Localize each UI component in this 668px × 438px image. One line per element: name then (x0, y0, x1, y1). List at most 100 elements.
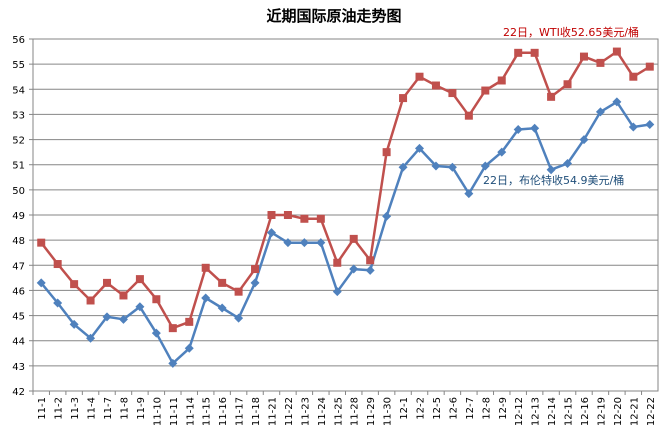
data-point-square (415, 72, 424, 81)
x-tick-label: 11-22 (284, 397, 295, 426)
data-point-square (563, 80, 572, 89)
data-point-diamond (513, 125, 523, 135)
y-tick-label: 56 (12, 35, 25, 46)
x-tick-label: 12-19 (596, 397, 607, 426)
data-point-diamond (464, 189, 474, 199)
x-tick-label: 12-6 (448, 397, 459, 420)
data-point-square (596, 58, 605, 67)
x-tick-label: 12-21 (629, 397, 640, 426)
series-markers (36, 47, 655, 368)
data-point-diamond (201, 293, 211, 303)
data-point-square (448, 89, 457, 98)
data-point-square (579, 52, 588, 61)
y-tick-label: 52 (12, 136, 25, 147)
data-point-diamond (628, 122, 638, 132)
data-point-square (267, 211, 276, 219)
data-point-diamond (299, 238, 309, 248)
data-point-diamond (266, 228, 276, 238)
data-point-diamond (595, 107, 605, 117)
x-tick-label: 12-22 (646, 397, 657, 426)
y-tick-label: 51 (12, 161, 25, 172)
data-point-square (168, 324, 177, 333)
data-point-diamond (316, 238, 326, 248)
y-tick-label: 55 (12, 60, 25, 71)
x-tick-label: 11-28 (350, 397, 361, 426)
x-tick-label: 12-5 (432, 397, 443, 420)
y-tick-label: 42 (12, 387, 25, 398)
data-point-square (645, 62, 654, 71)
data-point-diamond (217, 303, 227, 313)
data-point-square (629, 72, 638, 81)
y-tick-label: 47 (12, 261, 25, 272)
data-point-diamond (497, 147, 507, 157)
x-tick-label: 12-8 (481, 397, 492, 420)
x-tick-label: 11-16 (218, 397, 229, 426)
y-tick-label: 43 (12, 362, 25, 373)
data-point-square (464, 111, 473, 120)
data-point-diamond (184, 343, 194, 353)
data-point-diamond (480, 161, 490, 171)
data-point-diamond (53, 298, 63, 308)
y-tick-label: 54 (12, 85, 25, 96)
data-point-square (547, 92, 556, 101)
x-tick-label: 12-13 (531, 397, 542, 426)
data-point-square (119, 291, 128, 300)
x-tick-label: 12-7 (465, 397, 476, 420)
data-point-square (349, 234, 358, 243)
x-tick-label: 11-25 (333, 397, 344, 426)
x-tick-label: 12-1 (399, 397, 410, 420)
data-point-diamond (168, 358, 178, 368)
series-line-2 (40, 100, 650, 365)
y-tick-label: 53 (12, 110, 25, 121)
x-tick-label: 12-15 (564, 397, 575, 426)
data-point-diamond (431, 161, 441, 171)
data-point-square (251, 265, 260, 274)
data-point-diamond (250, 278, 260, 288)
data-point-diamond (563, 158, 573, 168)
data-point-square (514, 48, 523, 57)
data-point-square (481, 86, 490, 95)
gridlines (33, 63, 658, 367)
x-tick-label: 11-11 (169, 397, 180, 426)
data-point-square (37, 238, 46, 247)
data-point-square (103, 278, 112, 287)
data-point-diamond (398, 162, 408, 172)
data-point-diamond (447, 162, 457, 172)
x-tick-label: 12-20 (613, 397, 624, 426)
x-tick-label: 11-29 (366, 397, 377, 426)
x-tick-label: 11-9 (136, 397, 147, 420)
data-point-square (399, 94, 408, 103)
data-point-diamond (69, 319, 79, 329)
x-tick-label: 11-4 (87, 397, 98, 420)
data-point-square (497, 76, 506, 85)
chart-title: 近期国际原油走势图 (266, 7, 401, 25)
data-point-diamond (349, 264, 359, 274)
x-tick-label: 11-8 (119, 397, 130, 420)
x-tick-label: 12-12 (514, 397, 525, 426)
x-tick-label: 11-30 (383, 397, 394, 426)
data-point-square (201, 263, 210, 272)
y-tick-label: 48 (12, 236, 25, 247)
data-point-square (316, 214, 325, 223)
data-point-diamond (365, 265, 375, 275)
data-point-diamond (234, 313, 244, 323)
y-tick-label: 49 (12, 211, 25, 222)
x-tick-label: 11-1 (37, 397, 48, 420)
data-point-square (185, 317, 194, 326)
data-point-diamond (283, 238, 293, 248)
data-point-diamond (102, 312, 112, 322)
wti-annotation: 22日，WTI收52.65美元/桶 (503, 25, 639, 39)
data-point-square (234, 287, 243, 296)
x-tick-label: 11-10 (152, 397, 163, 426)
y-tick-label: 50 (12, 186, 25, 197)
data-point-square (366, 256, 375, 265)
data-point-square (53, 260, 62, 269)
data-point-diamond (332, 287, 342, 297)
x-tick-label: 11-2 (54, 397, 65, 420)
x-tick-label: 11-17 (235, 397, 246, 426)
data-point-square (218, 278, 227, 287)
x-tick-label: 12-9 (498, 397, 509, 420)
data-point-square (382, 148, 391, 157)
